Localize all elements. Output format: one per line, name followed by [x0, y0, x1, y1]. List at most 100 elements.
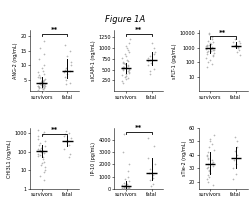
Point — [150, 185, 154, 188]
Point — [124, 185, 128, 189]
Point — [42, 130, 46, 134]
Point — [210, 142, 214, 146]
Point — [120, 186, 124, 189]
Point — [231, 178, 235, 181]
Point — [232, 40, 235, 43]
Point — [152, 144, 156, 148]
Point — [209, 49, 213, 53]
Point — [206, 50, 210, 53]
Point — [234, 156, 238, 159]
Point — [124, 185, 128, 188]
Point — [40, 79, 44, 82]
Point — [40, 69, 44, 73]
Point — [42, 178, 46, 182]
Point — [37, 81, 41, 85]
Text: **: ** — [220, 30, 227, 36]
Point — [64, 72, 68, 76]
Point — [148, 179, 152, 182]
Point — [206, 180, 210, 184]
Point — [125, 66, 129, 70]
Point — [122, 186, 126, 189]
Point — [152, 53, 156, 56]
Point — [124, 44, 128, 47]
Point — [210, 42, 214, 46]
Y-axis label: sTie-2 (ng/mL): sTie-2 (ng/mL) — [182, 141, 187, 176]
Point — [210, 62, 214, 65]
Point — [120, 183, 124, 186]
Point — [42, 160, 46, 163]
Point — [146, 63, 150, 67]
Point — [67, 156, 71, 159]
Point — [43, 77, 47, 81]
Point — [233, 43, 237, 46]
Y-axis label: CHI3L1 (ng/mL): CHI3L1 (ng/mL) — [7, 139, 12, 178]
Point — [146, 157, 150, 160]
Point — [211, 183, 215, 186]
Point — [233, 37, 237, 41]
Point — [42, 79, 46, 82]
Point — [208, 47, 212, 50]
Point — [211, 48, 215, 51]
Point — [231, 167, 235, 170]
Point — [238, 39, 242, 42]
Point — [36, 85, 40, 88]
Point — [204, 155, 208, 158]
Point — [40, 80, 44, 83]
Point — [206, 163, 210, 166]
Y-axis label: sFLT-1 (pg/mL): sFLT-1 (pg/mL) — [172, 43, 177, 79]
Point — [42, 72, 46, 76]
Point — [210, 45, 214, 49]
Point — [40, 86, 44, 90]
Point — [64, 129, 68, 132]
Point — [205, 44, 209, 47]
Point — [125, 58, 129, 62]
Point — [146, 56, 150, 60]
Point — [39, 163, 43, 166]
Point — [68, 49, 72, 53]
Point — [69, 61, 73, 64]
Point — [36, 76, 40, 79]
Point — [151, 182, 155, 186]
Point — [122, 184, 126, 188]
Point — [208, 58, 212, 61]
Point — [148, 55, 152, 58]
Point — [126, 71, 130, 74]
Point — [235, 50, 239, 54]
Point — [38, 77, 42, 80]
Point — [211, 160, 215, 163]
Point — [153, 163, 157, 166]
Point — [41, 87, 45, 91]
Point — [232, 159, 236, 162]
Point — [126, 169, 130, 172]
Point — [238, 53, 242, 57]
Point — [65, 138, 69, 141]
Point — [207, 43, 211, 47]
Point — [233, 45, 237, 48]
Text: Figure 1A: Figure 1A — [105, 15, 145, 24]
Point — [204, 48, 208, 51]
Point — [208, 46, 212, 50]
Point — [42, 83, 46, 87]
Point — [66, 140, 70, 144]
Point — [128, 186, 132, 189]
Point — [204, 153, 208, 157]
Point — [206, 174, 210, 177]
Point — [39, 80, 43, 84]
Point — [146, 59, 150, 62]
Point — [206, 39, 210, 42]
Point — [127, 186, 131, 190]
Point — [121, 60, 125, 63]
Point — [210, 46, 214, 50]
Point — [126, 63, 130, 67]
Point — [40, 79, 44, 83]
Point — [122, 65, 126, 69]
Point — [38, 143, 42, 146]
Point — [206, 60, 210, 64]
Point — [42, 85, 46, 89]
Point — [64, 133, 68, 136]
Point — [210, 40, 214, 43]
Point — [211, 53, 215, 57]
Point — [124, 74, 128, 77]
Point — [206, 46, 210, 49]
Point — [42, 151, 46, 155]
